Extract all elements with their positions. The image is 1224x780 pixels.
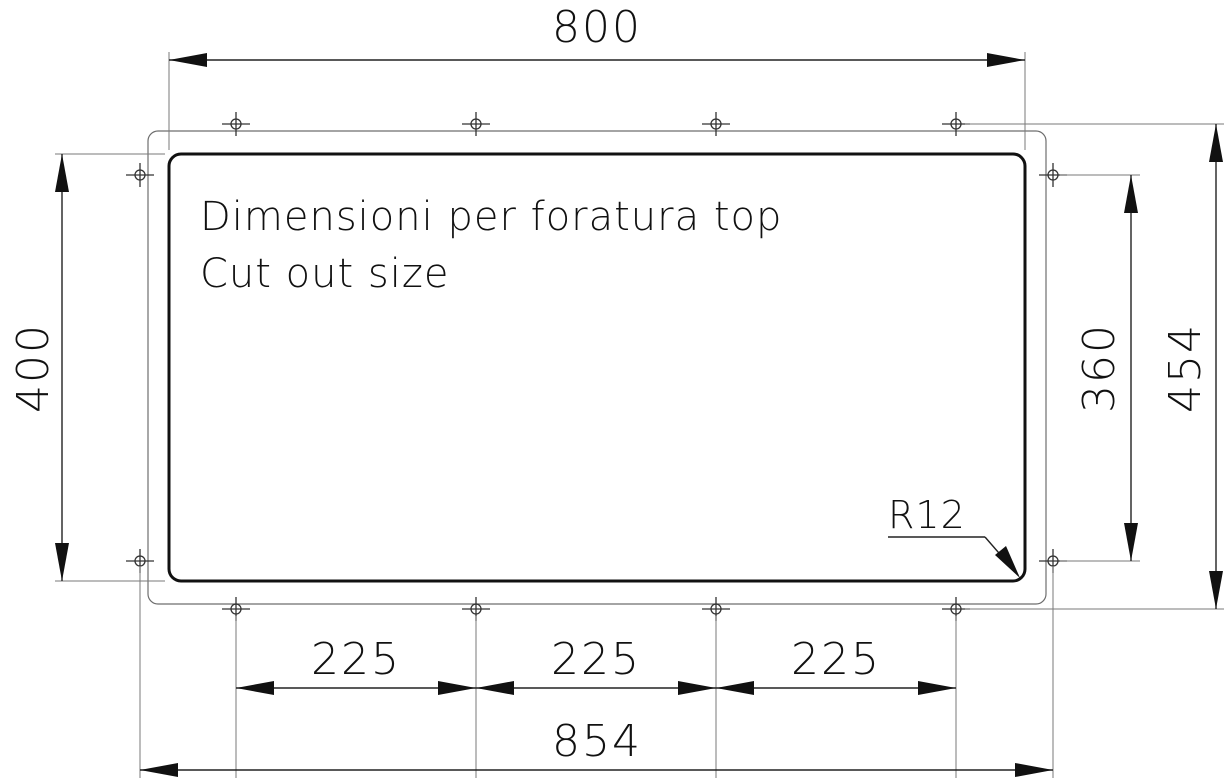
cut-out-outline [167,152,1027,583]
corner-radius-callout: R12 [888,493,1020,578]
dimension-800-label: 800 [552,2,642,53]
note-line-1: Dimensioni per foratura top [200,194,782,240]
dimension-400-label: 400 [8,323,59,413]
hole-marker-top-3 [702,112,730,136]
hole-spacing-dimensions: 225 225 225 [236,634,956,695]
dimension-400: 400 [8,154,69,581]
hole-marker-top-1 [222,112,250,136]
dimension-360: 360 [1074,175,1138,561]
hole-spacing-3-label: 225 [791,634,881,685]
corner-radius-label: R12 [888,493,966,537]
hole-marker-top-2 [462,112,490,136]
hole-spacing-2-label: 225 [551,634,641,685]
dimension-454: 454 [1160,124,1223,609]
extension-lines [55,52,1224,778]
dimension-854-label: 854 [552,716,642,767]
fixing-holes [126,112,1067,621]
dimension-454-label: 454 [1160,323,1211,413]
hole-spacing-1-label: 225 [311,634,401,685]
dimension-360-label: 360 [1074,323,1125,413]
dimension-854: 854 [140,716,1053,777]
dimension-800: 800 [169,2,1025,67]
hole-marker-left-top [126,163,154,187]
hole-marker-bottom-3 [702,597,730,621]
outer-flange-outline [147,130,1047,605]
note-line-2: Cut out size [200,251,449,297]
